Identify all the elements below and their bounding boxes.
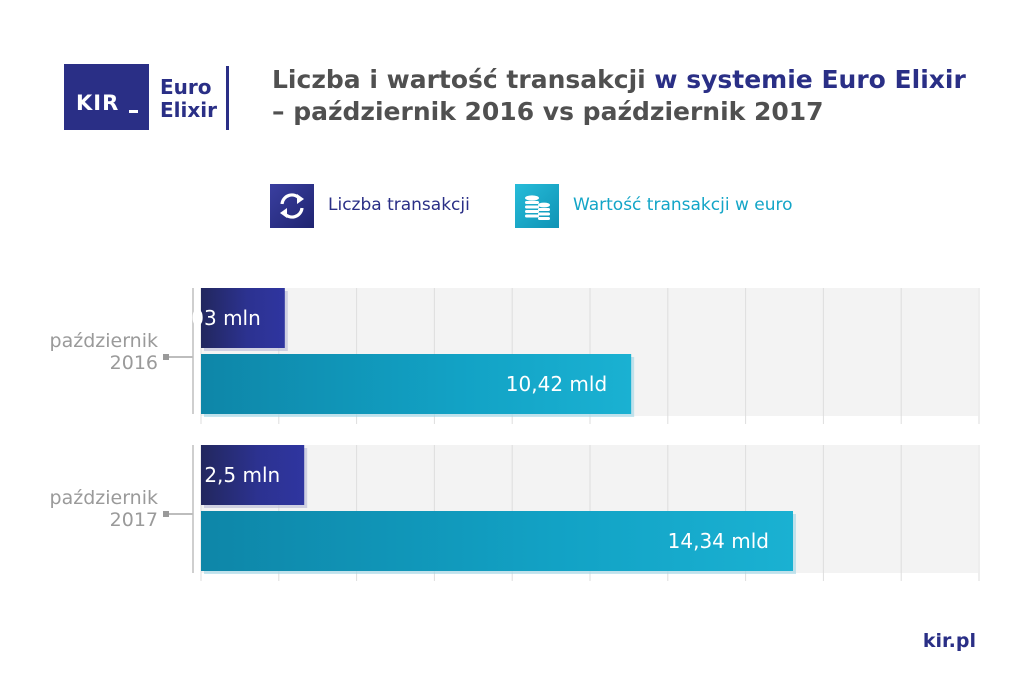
euro-elixir-logo-line2: Elixir bbox=[160, 98, 217, 122]
footer-url[interactable]: kir.pl bbox=[922, 630, 976, 652]
category-label: październik bbox=[50, 487, 158, 509]
page-title: Liczba i wartość transakcji w systemie E… bbox=[272, 64, 966, 128]
category-label: 2016 bbox=[110, 352, 158, 374]
bar bbox=[201, 354, 632, 414]
bar-value-label: 2,5 mln bbox=[204, 463, 280, 487]
kir-logo: KIR bbox=[64, 64, 149, 130]
bar-value-label: 2,03 mln bbox=[172, 306, 261, 330]
bar-value-label: 10,42 mld bbox=[506, 372, 607, 396]
logo-divider bbox=[226, 66, 229, 130]
bar bbox=[201, 288, 285, 348]
title-line-1: Liczba i wartość transakcji w systemie E… bbox=[272, 64, 966, 96]
euro-elixir-logo: Euro Elixir bbox=[160, 76, 217, 122]
category-label: październik bbox=[50, 330, 158, 352]
coin-stack-icon bbox=[515, 184, 559, 228]
legend-label-value: Wartość transakcji w euro bbox=[573, 195, 793, 215]
bar bbox=[201, 511, 793, 571]
transfer-arrows-icon bbox=[270, 184, 314, 228]
title-highlight: w systemie Euro Elixir bbox=[654, 65, 966, 94]
category-label: 2017 bbox=[110, 509, 158, 531]
category-marker bbox=[163, 354, 169, 360]
title-line-2: – październik 2016 vs październik 2017 bbox=[272, 97, 824, 126]
euro-elixir-logo-line1: Euro bbox=[160, 75, 212, 99]
title-plain: Liczba i wartość transakcji bbox=[272, 65, 655, 94]
bar-value-label: 14,34 mld bbox=[668, 529, 769, 553]
category-marker bbox=[163, 511, 169, 517]
kir-logo-text: KIR bbox=[76, 91, 120, 115]
legend-label-count: Liczba transakcji bbox=[328, 195, 470, 215]
bar bbox=[201, 445, 305, 505]
kir-logo-underline bbox=[129, 110, 138, 113]
